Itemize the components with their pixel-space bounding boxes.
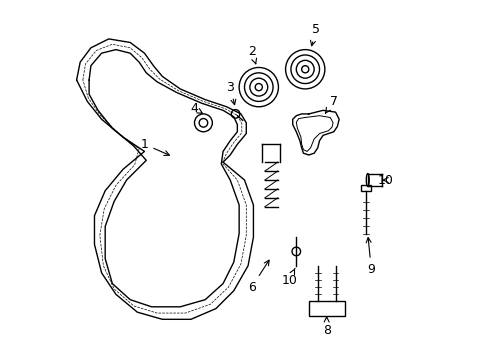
Text: 1: 1 bbox=[140, 138, 169, 156]
Text: 3: 3 bbox=[226, 81, 235, 105]
Text: 6: 6 bbox=[247, 260, 268, 294]
Text: 4: 4 bbox=[190, 102, 202, 115]
Text: 9: 9 bbox=[366, 238, 374, 276]
Text: 8: 8 bbox=[322, 317, 330, 337]
Text: 7: 7 bbox=[325, 95, 337, 113]
Text: 5: 5 bbox=[310, 23, 319, 46]
Text: 10: 10 bbox=[377, 174, 393, 186]
Text: 2: 2 bbox=[247, 45, 256, 64]
Text: 10: 10 bbox=[281, 268, 297, 287]
